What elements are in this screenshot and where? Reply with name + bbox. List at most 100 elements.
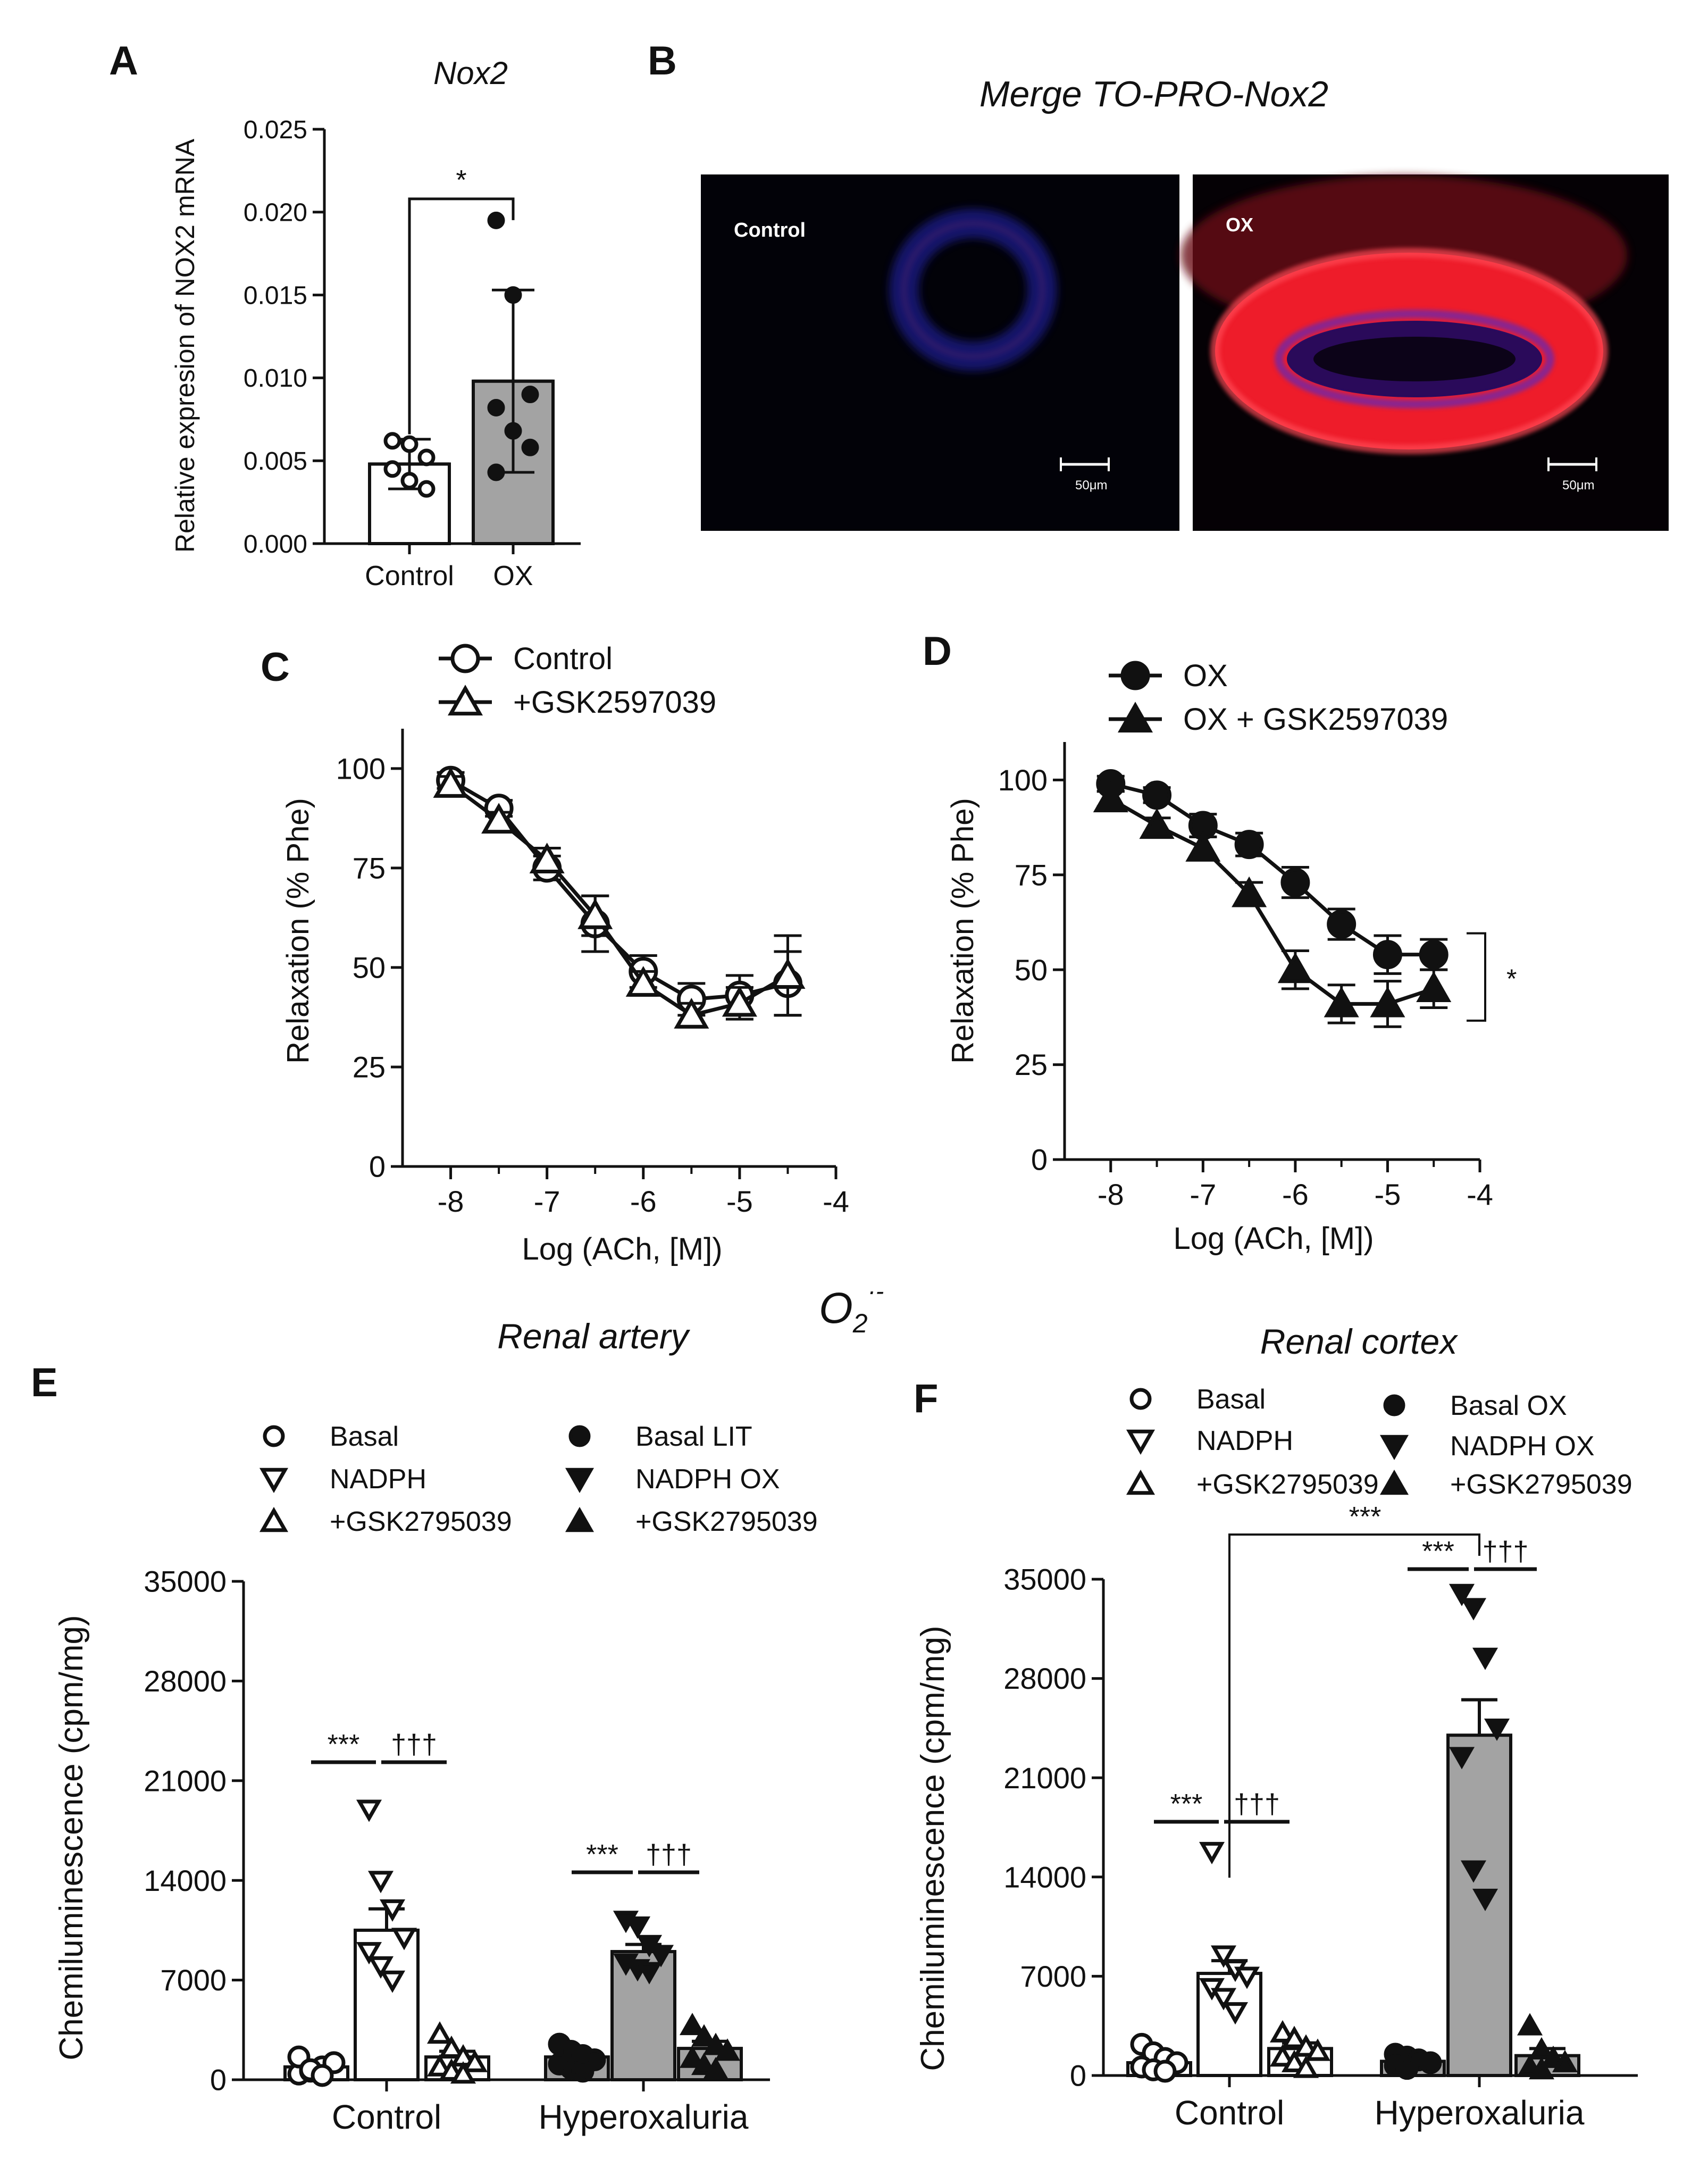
panel-e-data-point [648,1945,674,1968]
panel-d-y-tick-label: 75 [1015,858,1048,891]
micrograph-control: Control 50μm [701,174,1179,531]
o2-subscript: 2 [852,1308,868,1338]
panel-e-data-point [691,2053,717,2075]
panel-e-data-point [379,1970,406,1993]
panel-f-legend-marker [1379,1435,1409,1461]
panel-a-chart: Nox2 Relative expresion of NOX2 mRNA 0.0… [170,55,581,591]
panel-a-data-point [383,460,401,478]
panel-d-y-tick-label: 0 [1031,1143,1048,1177]
panel-e-y-tick-label: 14000 [144,1864,227,1897]
panel-f-data-point [1304,2038,1331,2061]
panel-a-significance-bracket [408,197,515,435]
panel-a-y-tick-label: 0.020 [244,199,307,227]
panel-d-data-point [1370,986,1405,1018]
panel-a-data-point [504,422,522,440]
panel-e-data-point [356,1942,382,1965]
panel-letter-b: B [648,38,677,84]
panel-a-y-tick-label: 0.010 [244,364,307,393]
panel-f-data-point [1281,2025,1308,2048]
panel-f-data-point [1269,2020,1296,2043]
panel-c-legend-label: +GSK2597039 [513,685,716,720]
scale-label-ox: 50μm [1562,478,1595,493]
panel-e-y-tick-label: 28000 [144,1664,227,1698]
panel-e-legend-marker [565,1506,595,1532]
panel-d-legend-label: OX [1183,658,1228,693]
panel-e-y-tick-label: 21000 [144,1764,227,1797]
panel-e-legend-label: +GSK2795039 [635,1506,818,1537]
panel-f-legend-marker [1383,1394,1405,1416]
panel-f-title: Renal cortex [1260,1322,1459,1361]
panel-c-data-point [722,986,757,1017]
panel-a-data-point [383,432,401,450]
panel-e-significance-label: *** [328,1729,360,1760]
panel-a-x-tick-label: Control [365,561,454,591]
panel-c-legend-marker [447,685,483,716]
panel-e-title: Renal artery [497,1316,690,1356]
panel-f-legend-label: +GSK2795039 [1196,1469,1379,1500]
panel-d-data-point [1324,986,1359,1018]
panel-f-significance-label: *** [1170,1789,1203,1820]
panel-f-legend-label: Basal [1196,1384,1266,1415]
panel-d-x-tick-label: -6 [1282,1178,1309,1211]
panel-f-legend-label: +GSK2795039 [1450,1469,1632,1500]
micrograph-control-label: Control [734,219,806,241]
panel-f-data-point [1269,2044,1296,2067]
panel-a-data-point [400,472,418,490]
panel-f-significance-label: ††† [1483,1536,1529,1567]
panel-f-legend-label: Basal OX [1450,1390,1567,1421]
panel-d-significance-label: * [1506,964,1517,994]
panel-f-data-point [1449,1583,1475,1606]
panel-e-legend-label: Basal [330,1421,399,1452]
panel-e-y-tick-label: 35000 [144,1565,227,1598]
panel-letter-c: C [261,645,290,690]
panel-letter-e: E [31,1360,58,1405]
micrograph-ox: OX 50μm [1180,174,1669,531]
panel-f-data-point [1449,1747,1475,1770]
panel-c-data-point [577,898,613,929]
panel-e-y-tick-label: 0 [210,2063,227,2097]
panel-e-data-point [391,1928,417,1950]
panel-a-data-point [487,463,505,481]
panel-f-legend-marker [1126,1469,1156,1495]
panel-f-data-point [1210,1945,1237,1968]
panel-c-x-tick-label: -6 [630,1185,657,1218]
panel-a-y-label: Relative expresion of NOX2 mRNA [170,138,200,553]
panel-f-legend-label: NADPH [1196,1426,1293,1456]
panel-c-data-point [674,997,709,1029]
svg-text:O2·-: O2·- [819,1277,884,1338]
panel-e-legend-label: Basal LIT [635,1421,752,1452]
panel-c-x-tick-label: -4 [823,1185,849,1218]
panel-f-y-tick-label: 21000 [1003,1761,1086,1795]
panel-d-y-tick-label: 100 [998,763,1048,797]
panel-b-title: Merge TO-PRO-Nox2 [979,74,1328,114]
panel-e-data-point [679,2045,706,2068]
panel-f-significance-bracket [1228,1533,1480,1878]
panel-c-y-tick-label: 0 [369,1150,386,1183]
panel-f-x-tick-label: Control [1175,2094,1284,2132]
panel-letter-d: D [923,629,952,674]
panel-e-x-tick-label: Hyperoxaluria [539,2098,749,2136]
panel-f-data-point [1395,2057,1419,2080]
panel-e-legend-label: NADPH OX [635,1464,780,1495]
panel-f-bar [1446,1733,1512,2077]
panel-d-data-point [1277,952,1313,983]
panel-e-data-point [679,2013,706,2036]
panel-d-chart: Log (ACh, [M]) Relaxation (% Phe) 0 25 50 7… [945,658,1517,1256]
panel-f-y-tick-label: 35000 [1003,1563,1086,1596]
panel-d-y-tick-label: 25 [1015,1048,1048,1081]
panel-e-data-point [426,2021,453,2044]
panel-e-y-tick-label: 7000 [160,1963,227,1997]
panel-d-data-point [1139,808,1175,839]
panel-a-y-tick-label: 0.015 [244,281,307,310]
panel-f-data-point [1472,1888,1498,1911]
panel-d-data-point [1232,876,1267,907]
panel-f-legend-marker [1129,1388,1152,1410]
panel-c-x-tick-label: -8 [438,1185,464,1218]
panel-a-y-tick-label: 0.005 [244,447,307,476]
panel-d-significance-bracket [1467,932,1486,1022]
panel-f-significance-label: *** [1422,1536,1454,1567]
panel-f-data-point [1222,2002,1249,2025]
panel-f-data-point [1234,1966,1260,1989]
panel-f-data-point [1153,2060,1177,2083]
micrograph-ox-label: OX [1226,214,1253,236]
